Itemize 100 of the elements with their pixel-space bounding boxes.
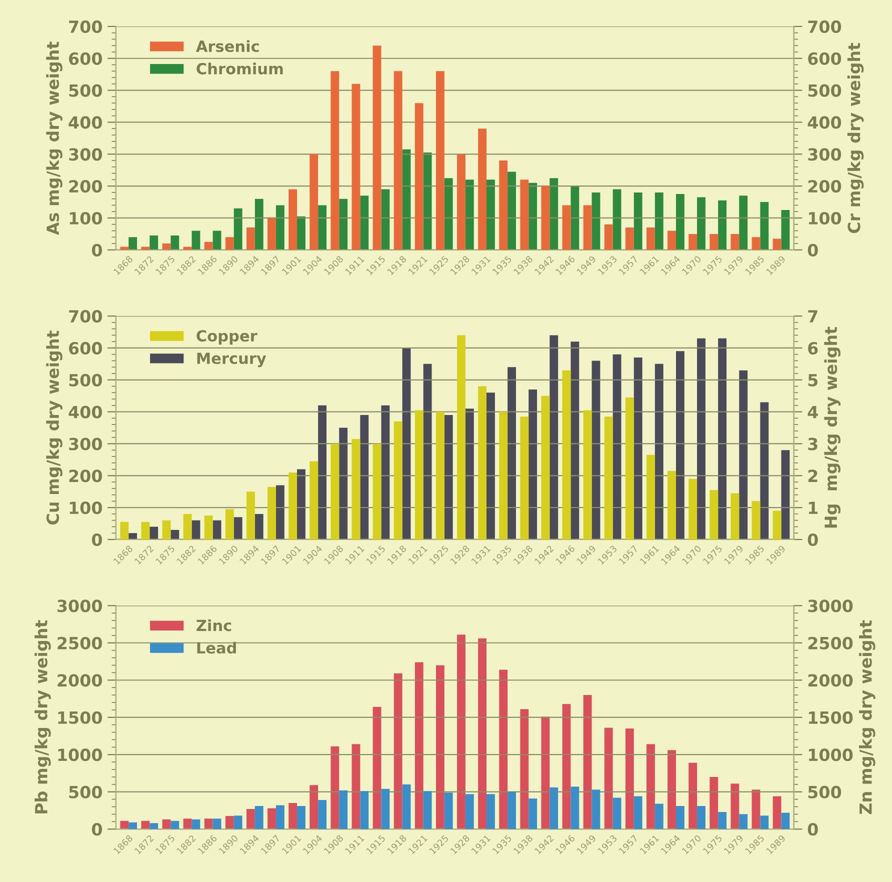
y2-tick-label: 6 [808,342,818,355]
y-tick-label: 3000 [57,600,102,612]
bar [192,230,200,250]
bar [520,709,529,830]
y2-axis-title: Cr mg/kg dry weight [847,42,864,234]
bar [339,198,348,250]
bar [465,794,474,830]
bar [120,246,129,250]
y-tick-label: 0 [92,244,102,256]
y2-tick-label: 100 [808,212,842,225]
y-tick-label: 500 [69,786,102,798]
bar [710,490,718,540]
bar [760,202,769,250]
bar [402,784,411,830]
y-tick-label: 0 [92,533,102,546]
y-tick-label: 100 [70,212,102,225]
y-tick-label: 2000 [58,674,102,687]
bar [625,728,634,830]
y-axis-title: As mg/kg dry weight [46,42,62,236]
bar [710,776,718,830]
y-tick-label: 600 [69,342,102,355]
legend-label: Chromium [196,62,283,74]
y2-tick-label: 1000 [808,748,853,762]
bar [436,71,444,250]
bar [718,200,727,250]
bar [486,794,495,830]
y2-tick-label: 400 [808,116,842,129]
bar [360,196,369,250]
y2-tick-label: 200 [808,180,842,193]
bar [436,665,444,830]
y2-tick-label: 4 [808,406,818,418]
y2-tick-label: 2000 [808,674,853,687]
y2-axis-title: Hg mg/kg dry weight [824,326,840,528]
bar [688,762,698,830]
bar [752,790,760,830]
legend-label: Zinc [196,619,232,632]
y-tick-label: 1000 [58,748,102,762]
legend-label: Mercury [197,352,266,368]
y2-tick-label: 500 [808,84,842,97]
bar [676,806,684,830]
bar [562,704,571,830]
bar [478,638,486,830]
y2-tick-label: 1 [808,502,818,514]
bar [604,728,613,830]
y-tick-label: 200 [69,180,102,193]
bar [254,198,264,250]
bar [372,706,382,830]
bar [730,493,740,540]
y-tick-label: 0 [92,823,102,836]
y-tick-label: 300 [69,438,102,450]
bar [444,792,453,830]
bar [654,364,664,540]
y2-tick-label: 0 [808,823,818,836]
y-tick-label: 1500 [58,711,102,724]
bar [234,208,242,250]
bar [718,338,727,540]
bar [668,750,676,830]
y2-tick-label: 1500 [808,711,853,724]
bar [752,237,760,250]
bar [170,236,180,250]
bar [688,478,698,540]
bar [592,790,600,830]
bar [772,510,782,540]
bar [381,189,390,250]
bar [352,744,360,830]
y-tick-label: 700 [69,20,102,34]
bar [394,673,402,830]
bar [676,194,684,250]
y-axis-title: Pb mg/kg dry weight [34,620,51,814]
bar [781,210,790,250]
bar [781,450,790,540]
bar [330,71,340,250]
y-tick-label: 400 [68,406,102,418]
bar [634,192,642,250]
bar [414,662,424,830]
y2-tick-label: 3 [808,438,818,450]
legend-label: Arsenic [196,40,259,52]
bar [688,234,698,250]
y-tick-label: 500 [69,374,102,386]
bar [141,246,150,250]
y-tick-label: 500 [69,84,102,97]
bar [654,804,664,830]
y-tick-label: 400 [68,116,102,129]
y-tick-label: 600 [69,52,102,65]
y2-tick-label: 500 [808,786,842,798]
y-tick-label: 300 [69,148,102,161]
bar [697,338,706,540]
bar [612,189,622,250]
bar [457,634,466,830]
bar [128,237,138,250]
bar [739,370,748,540]
y2-tick-label: 2 [808,470,818,482]
y-tick-label: 700 [69,310,102,323]
bar [730,234,740,250]
bar [730,784,740,830]
bar [225,237,234,250]
bar [310,154,318,250]
bar [752,501,760,540]
bar [739,196,748,250]
legend-label: Copper [196,330,258,345]
